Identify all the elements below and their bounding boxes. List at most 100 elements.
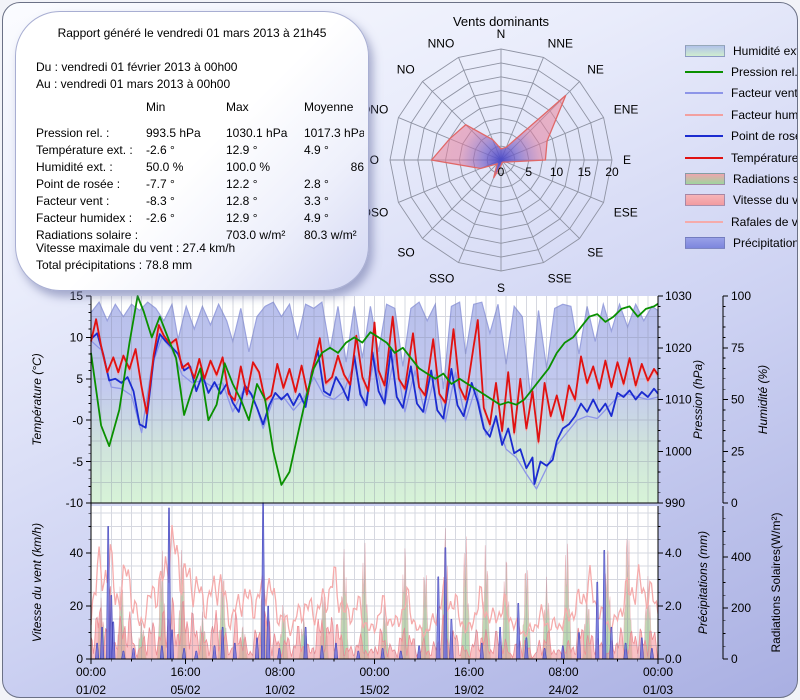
rose-dir-label: O [370, 153, 379, 167]
legend-item-precipitations: Précipitations [685, 233, 798, 254]
period-to: Au : vendredi 01 mars 2013 à 00h00 [36, 77, 231, 91]
rose-dir-label: N [497, 27, 506, 41]
column-avg: Moyenne [304, 100, 354, 114]
legend-item-point-de-rosee: Point de rosée [685, 126, 797, 147]
stat-min: -2.6 ° [146, 211, 175, 225]
wind-axis-title: Vitesse du vent (km/h) [30, 523, 44, 642]
svg-text:100: 100 [731, 289, 751, 303]
meteogram: 15105-0-5-104020010301020101010009901007… [30, 289, 783, 697]
legend-item-vitesse-vent: Vitesse du vent [685, 190, 798, 211]
series-gusts [90, 525, 659, 639]
rose-scale-label: 20 [605, 165, 619, 179]
stat-row: Point de rosée : -7.7 ° 12.2 ° 2.8 ° [36, 177, 358, 194]
stat-max: 100.0 % [226, 160, 271, 174]
facteur-humidex-swatch-icon [685, 113, 723, 116]
rose-scale-label: 15 [578, 165, 592, 179]
legend-label: Température ext. [731, 150, 798, 165]
stat-avg: 4.9 ° [304, 211, 329, 225]
wind-rose-title: Vents dominants [452, 14, 550, 29]
rose-dir-label: NO [397, 63, 415, 77]
stat-row: Facteur humidex : -2.6 ° 12.9 ° 4.9 ° [36, 211, 358, 228]
legend-item-pression: Pression rel. [685, 61, 798, 82]
rose-scale-label: 0 [498, 165, 505, 179]
svg-text:1000: 1000 [665, 444, 692, 458]
stat-avg: 1017.3 hPa [304, 126, 364, 140]
stat-label: Radiations solaire : [36, 228, 139, 242]
x-tick-date: 05/02 [170, 683, 200, 697]
legend-label: Rafales de vent [731, 214, 798, 229]
legend-item-facteur-humidex: Facteur humidex [685, 104, 798, 125]
stats-header-row: Min Max Moyenne [36, 100, 358, 117]
svg-text:5: 5 [76, 372, 83, 386]
series-wind-speed [90, 586, 659, 660]
rose-dir-label: E [623, 153, 631, 167]
legend: Humidité extérieure Pression rel. Facteur … [685, 40, 798, 254]
series-radiation [96, 528, 653, 660]
svg-text:75: 75 [731, 341, 745, 355]
stat-max: 703.0 w/m² [226, 228, 286, 242]
stat-avg: 86 [350, 160, 364, 174]
legend-item-facteur-vent: Facteur vent [685, 83, 798, 104]
x-tick-date: 01/03 [643, 683, 673, 697]
stat-row: Pression rel. : 993.5 hPa 1030.1 hPa 1017.3… [36, 126, 364, 143]
gridlines [91, 296, 658, 659]
column-min: Min [146, 100, 166, 114]
stats-table: Pression rel. : 993.5 hPa 1030.1 hPa 1017.3… [36, 126, 364, 245]
x-tick-date: 19/02 [454, 683, 484, 697]
x-tick-time: 08:00 [265, 665, 295, 679]
wind-rose-polygon [430, 94, 567, 179]
x-tick-time: 08:00 [548, 665, 578, 679]
humidite-swatch-icon [685, 44, 725, 57]
precipitation-axis-title: Précipitations (mm) [696, 531, 710, 634]
axis-labels: 15105-0-5-104020010301020101010009901007… [30, 289, 783, 697]
x-tick-time: 16:00 [454, 665, 484, 679]
rose-scale-label: 10 [550, 165, 564, 179]
legend-label: Humidité extérieure [733, 43, 797, 58]
stat-max: 1030.1 hPa [226, 126, 288, 140]
svg-text:25: 25 [731, 444, 745, 458]
legend-label: Facteur humidex [731, 107, 798, 122]
stat-min: -7.7 ° [146, 177, 175, 191]
stat-max: 12.2 ° [226, 177, 258, 191]
stat-label: Pression rel. : [36, 126, 110, 140]
column-max: Max [226, 100, 249, 114]
x-tick-time: 16:00 [170, 665, 200, 679]
legend-item-radiations: Radiations solaires [685, 168, 797, 189]
stat-row: Radiations solaire : 703.0 w/m² 80.3 w/m² [36, 228, 358, 245]
legend-label: Point de rosée [731, 129, 797, 144]
svg-text:0: 0 [76, 652, 83, 666]
svg-text:1010: 1010 [665, 393, 692, 407]
legend-label: Pression rel. [731, 65, 798, 80]
summary-panel: Rapport généré le vendredi 01 mars 2013 … [15, 11, 369, 291]
rose-dir-label: SO [397, 245, 414, 259]
stat-label: Point de rosée : [36, 177, 121, 191]
stat-max: 12.9 ° [226, 143, 258, 157]
svg-text:-0: -0 [72, 413, 83, 427]
svg-text:-10: -10 [66, 496, 84, 510]
legend-label: Précipitations [733, 236, 798, 251]
svg-text:20: 20 [70, 599, 84, 613]
legend-label: Facteur vent [731, 86, 798, 101]
stat-label: Humidité ext. : [36, 160, 113, 174]
stat-max: 12.8 ° [226, 194, 258, 208]
stat-avg: 3.3 ° [304, 194, 329, 208]
svg-text:15: 15 [70, 289, 84, 303]
svg-text:50: 50 [731, 393, 745, 407]
rose-dir-label: SE [587, 245, 603, 259]
point-de-rosee-swatch-icon [685, 135, 723, 138]
svg-text:1020: 1020 [665, 341, 692, 355]
x-tick-date: 01/02 [76, 683, 106, 697]
svg-text:400: 400 [731, 550, 751, 564]
period-from: Du : vendredi 01 février 2013 à 00h00 [36, 60, 238, 74]
svg-text:10: 10 [70, 331, 84, 345]
svg-text:0: 0 [731, 652, 738, 666]
pressure-axis-title: Pression (hPa) [691, 360, 705, 439]
legend-label: Vitesse du vent [733, 193, 798, 208]
axes [86, 295, 728, 664]
x-tick-date: 24/02 [548, 683, 578, 697]
svg-text:40: 40 [70, 546, 84, 560]
x-tick-date: 10/02 [265, 683, 295, 697]
svg-text:4.0: 4.0 [665, 546, 682, 560]
